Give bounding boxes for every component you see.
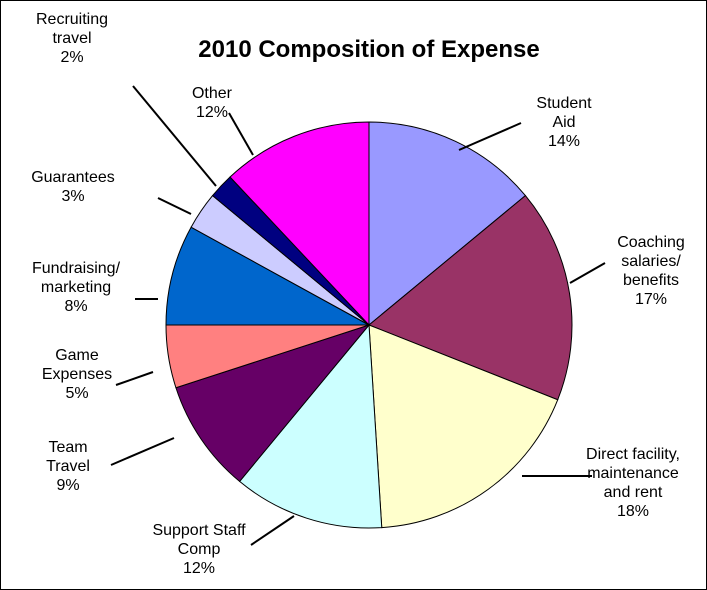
label-guarantees: Guarantees 3% (31, 169, 115, 205)
leader-line-support-staff-comp (250, 515, 295, 546)
label-line: Direct facility, (586, 446, 680, 463)
label-line: 2% (60, 49, 83, 66)
label-line: Other (192, 85, 233, 102)
label-line: marketing (41, 279, 111, 296)
label-line: Team (48, 439, 87, 456)
label-line: 9% (56, 477, 79, 494)
label-coaching-salaries-benefits: Coaching salaries/benefits 17% (617, 234, 685, 308)
label-line: Support Staff (152, 522, 246, 539)
label-line: 8% (64, 298, 87, 315)
slice-direct-facility-maintenance-and-rent (368, 324, 559, 529)
label-line: travel (52, 30, 91, 47)
label-line: benefits (623, 272, 679, 289)
label-line: 18% (617, 503, 649, 520)
label-line: and rent (604, 484, 663, 501)
label-line: Coaching (617, 234, 685, 251)
leader-line-student-aid (458, 122, 522, 151)
label-team-travel: Team Travel 9% (46, 439, 90, 494)
leader-line-other (228, 112, 254, 156)
label-line: Travel (46, 458, 90, 475)
leader-line-game-expenses (115, 371, 154, 386)
label-line: Recruiting (36, 11, 108, 28)
label-recruiting-travel: Recruiting travel 2% (36, 11, 108, 66)
label-other: Other 12% (192, 85, 233, 121)
label-line: Student (536, 95, 592, 112)
label-line: 14% (548, 133, 580, 150)
slice-other (229, 121, 370, 327)
label-line: Game (55, 347, 99, 364)
slice-labels: Student Aid 14% Coaching salaries/benefits 17… (31, 11, 685, 577)
slice-student-aid (368, 121, 527, 327)
label-line: Aid (552, 114, 575, 131)
label-line: 5% (65, 385, 88, 402)
label-support-staff-comp: Support Staff Comp 12% (152, 522, 246, 577)
label-line: 17% (635, 291, 667, 308)
label-line: Expenses (42, 366, 112, 383)
label-line: maintenance (587, 465, 679, 482)
label-fundraising-marketing: Fundraising/marketing 8% (32, 260, 121, 315)
chart-title: 2010 Composition of Expense (198, 36, 539, 63)
leader-line-coaching-salaries-benefits (569, 262, 606, 284)
slice-fundraising-marketing (165, 226, 370, 326)
slice-support-staff-comp (238, 323, 383, 529)
label-line: 12% (196, 104, 228, 121)
label-game-expenses: Game Expenses 5% (42, 347, 112, 402)
slice-coaching-salaries-benefits (368, 194, 573, 401)
label-line: Fundraising/ (32, 260, 121, 277)
leader-line-recruiting-travel (132, 85, 217, 187)
slice-team-travel (175, 323, 371, 483)
label-line: Comp (178, 541, 221, 558)
pie-slices (165, 121, 573, 529)
leader-line-guarantees (157, 197, 192, 215)
label-line: 3% (61, 188, 84, 205)
label-line: 12% (183, 560, 215, 577)
label-line: salaries/ (621, 253, 681, 270)
leader-line-team-travel (110, 437, 175, 466)
leader-lines (110, 85, 606, 546)
label-direct-facility-maintenance-and-rent: Direct facility, maintenance and rent 18% (586, 446, 680, 520)
label-student-aid: Student Aid 14% (536, 95, 592, 150)
label-line: Guarantees (31, 169, 115, 186)
